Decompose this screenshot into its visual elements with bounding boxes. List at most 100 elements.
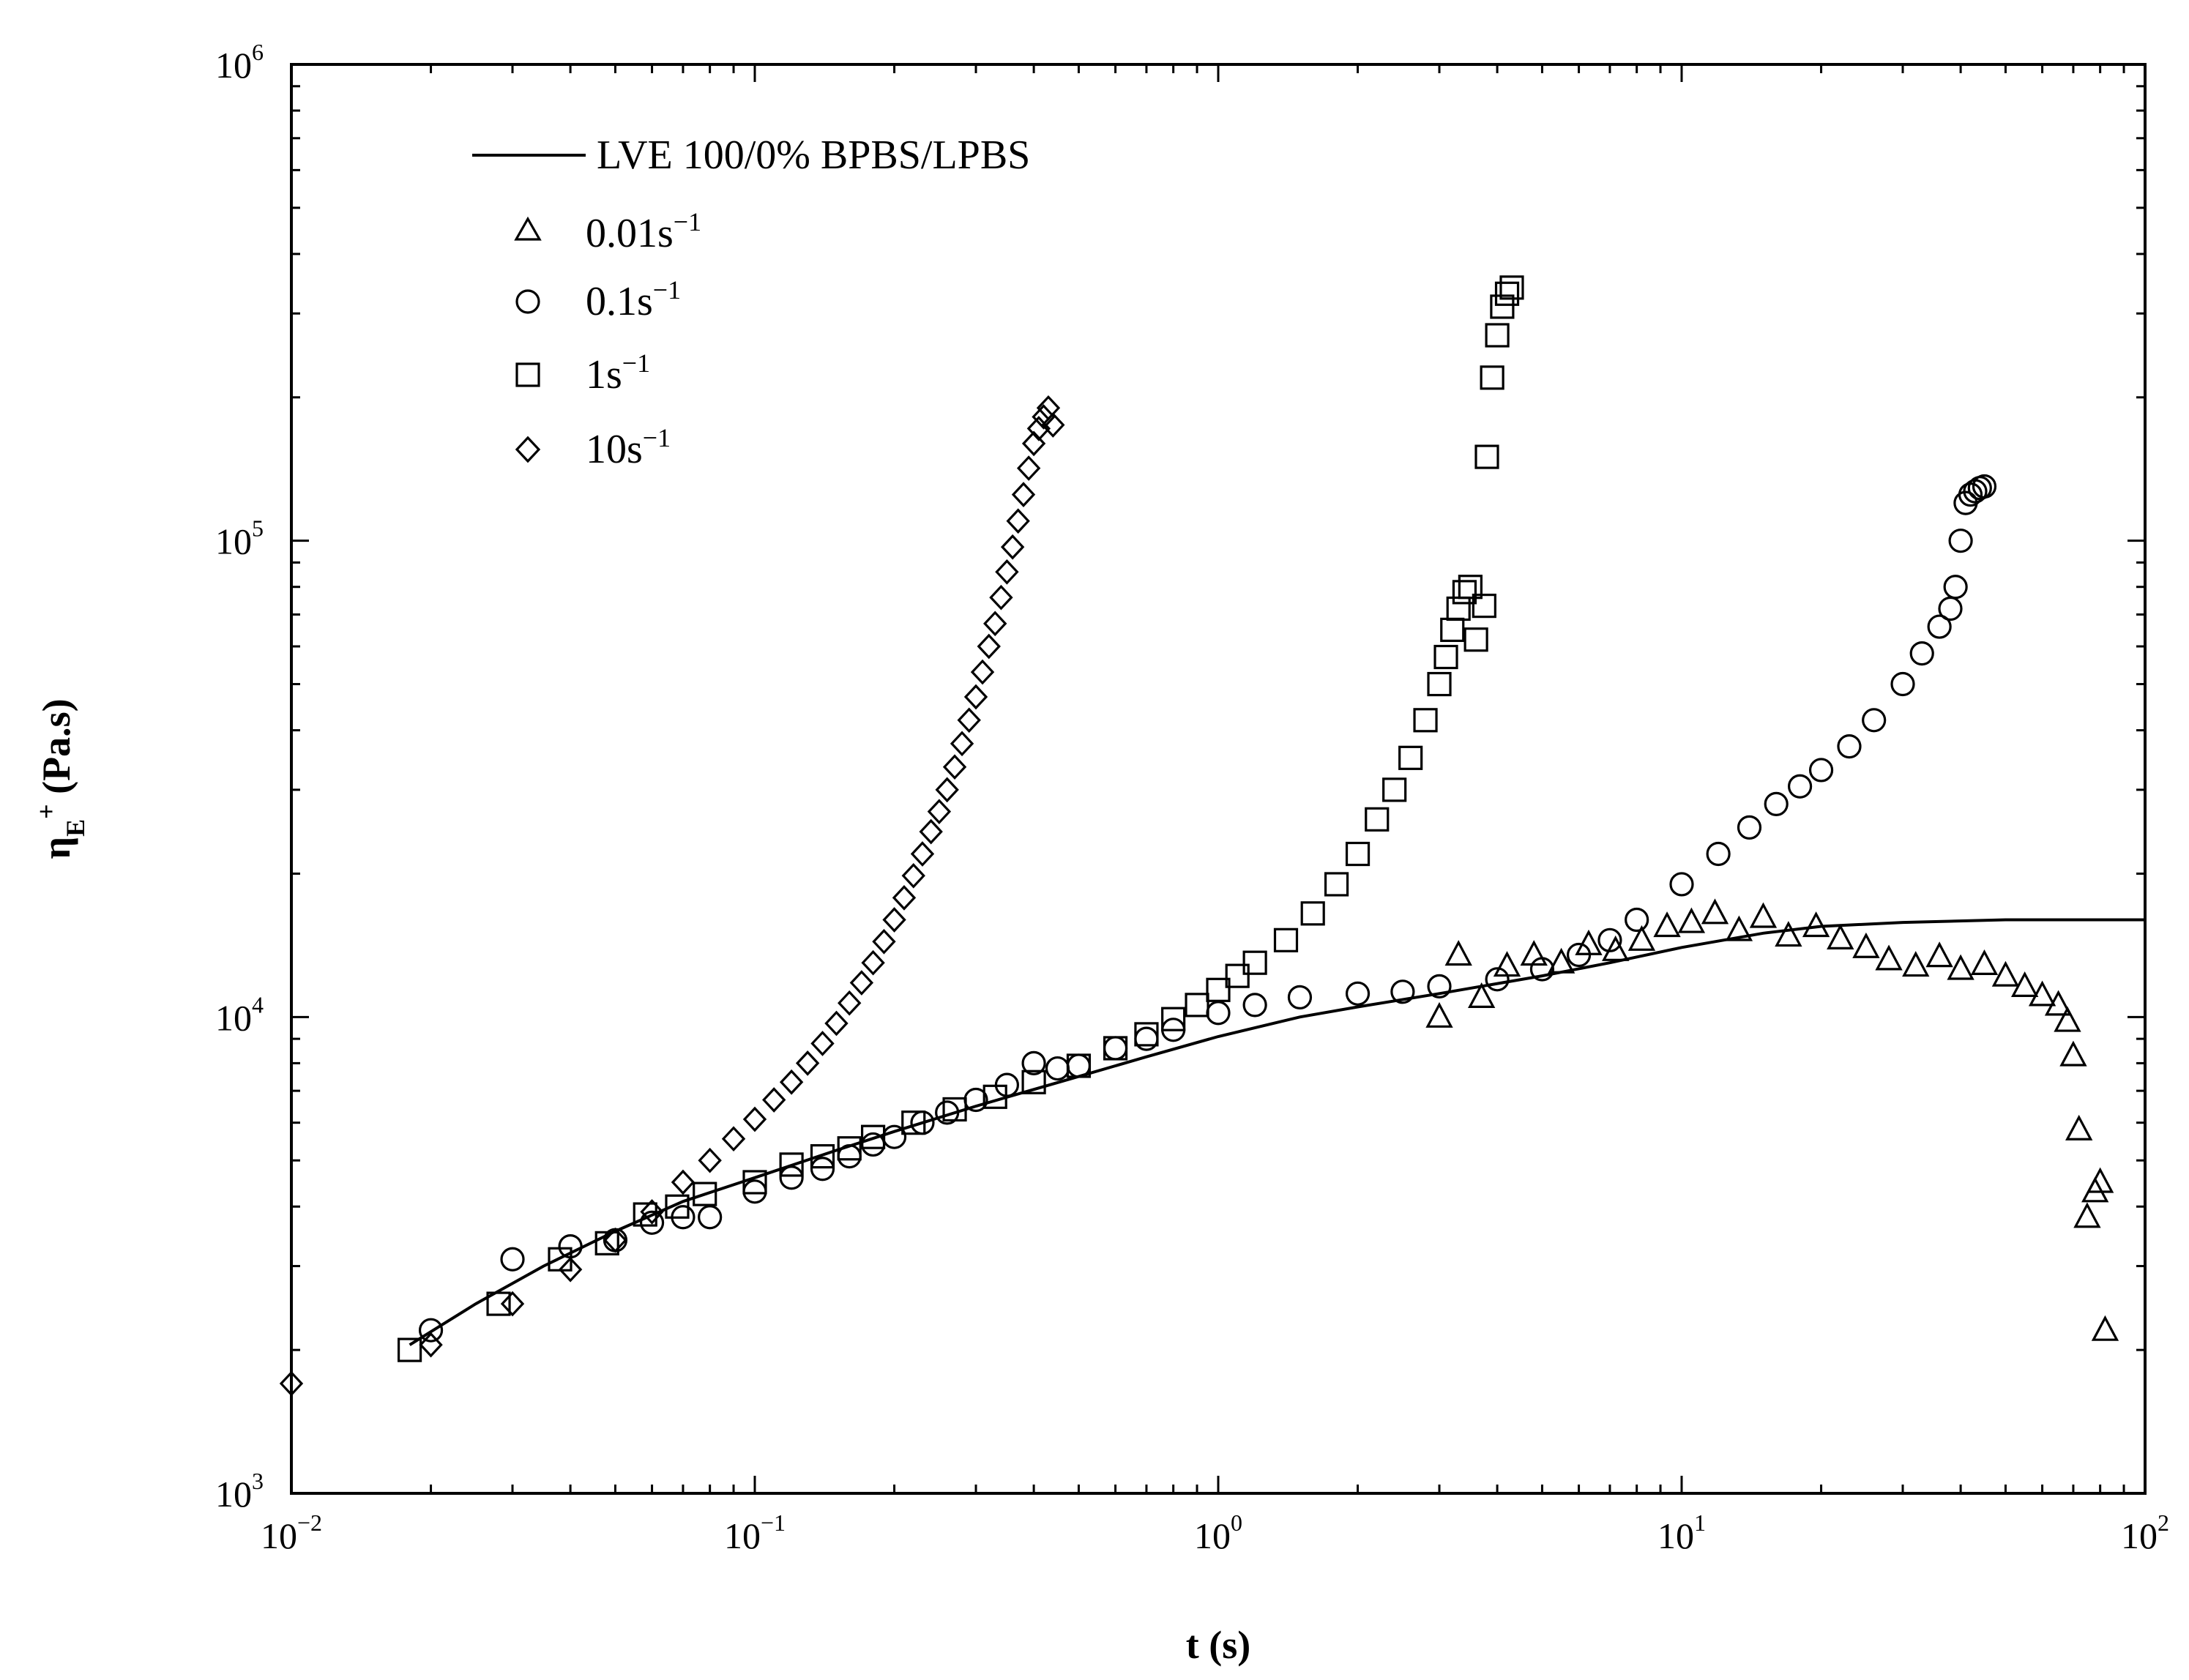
square-marker xyxy=(1463,627,1488,652)
legend-label-0-1: 0.1s−1 xyxy=(586,275,681,324)
diamond-marker xyxy=(762,1087,786,1113)
square-marker xyxy=(1452,580,1477,605)
y-tick-label: 105 xyxy=(215,515,264,562)
diamond-marker xyxy=(927,799,952,825)
diamond-marker xyxy=(919,818,943,845)
triangle-marker xyxy=(2010,971,2039,997)
square-marker xyxy=(810,1144,835,1169)
diamond-marker xyxy=(935,777,959,803)
square-marker xyxy=(693,1181,717,1206)
circle-marker xyxy=(1134,1026,1159,1051)
diamond-marker xyxy=(279,1370,304,1397)
diamond-marker xyxy=(995,559,1019,585)
square-marker xyxy=(1433,644,1458,670)
legend-square-marker xyxy=(515,362,540,387)
square-marker xyxy=(1446,596,1471,621)
x-tick-label: 101 xyxy=(1657,1509,1706,1556)
triangle-marker xyxy=(1875,944,1903,971)
square-marker xyxy=(1206,977,1231,1002)
square-marker xyxy=(1499,275,1524,300)
square-marker xyxy=(1472,593,1496,619)
circle-marker xyxy=(1625,907,1649,933)
square-marker xyxy=(779,1152,804,1177)
x-tick-label: 102 xyxy=(2121,1509,2169,1556)
circle-marker xyxy=(1808,758,1834,783)
square-marker xyxy=(1490,294,1515,319)
square-marker xyxy=(1185,993,1209,1018)
circle-marker xyxy=(837,1144,862,1169)
triangle-marker xyxy=(1547,947,1575,974)
square-marker xyxy=(1324,872,1349,897)
circle-marker xyxy=(1943,575,1968,600)
lve-line xyxy=(409,918,2145,1346)
triangle-marker xyxy=(1925,941,1953,968)
diamond-marker xyxy=(977,633,1001,660)
square-marker xyxy=(1474,444,1499,469)
circle-marker xyxy=(418,1318,444,1343)
square-marker xyxy=(633,1202,657,1227)
diamond-marker xyxy=(957,707,981,733)
circle-marker xyxy=(935,1100,960,1125)
square-marker xyxy=(1225,963,1250,988)
legend-circle-marker xyxy=(515,289,540,314)
diamond-marker xyxy=(970,659,995,685)
circle-marker xyxy=(1890,671,1915,697)
square-marker xyxy=(837,1136,862,1161)
square-marker xyxy=(860,1124,886,1149)
y-tick-label: 103 xyxy=(215,1468,264,1515)
triangle-marker xyxy=(1677,907,1706,933)
circle-marker xyxy=(698,1205,723,1230)
diamond-marker xyxy=(942,754,967,780)
triangle-marker xyxy=(1991,960,2020,987)
circle-marker xyxy=(1927,614,1952,639)
triangle-marker xyxy=(2028,980,2056,1007)
triangle-marker xyxy=(1749,902,1778,928)
diamond-marker xyxy=(983,611,1007,637)
x-tick-label: 10−1 xyxy=(724,1509,786,1556)
y-axis-title: ηE+ (Pa.s) xyxy=(31,698,90,859)
triangle-marker xyxy=(1602,935,1630,961)
circle-marker xyxy=(1764,791,1789,816)
circle-marker xyxy=(1669,872,1694,897)
legend-diamond-marker xyxy=(515,436,541,463)
diamond-marker xyxy=(721,1126,746,1152)
diamond-marker xyxy=(901,862,925,889)
triangle-marker xyxy=(1947,954,1974,980)
triangle-marker xyxy=(1425,1001,1453,1028)
square-marker xyxy=(1494,281,1520,306)
triangle-marker xyxy=(1444,940,1472,966)
circle-marker xyxy=(1948,529,1973,553)
circle-marker xyxy=(1242,993,1267,1018)
square-marker xyxy=(901,1110,926,1135)
square-marker xyxy=(486,1291,511,1316)
square-marker xyxy=(1273,927,1299,952)
legend-label-lve: LVE 100/0% BPBS/LPBS xyxy=(597,132,1030,178)
data-markers xyxy=(279,275,2119,1397)
triangle-marker xyxy=(1725,915,1753,941)
circle-marker xyxy=(639,1210,665,1235)
circle-marker xyxy=(1103,1036,1128,1061)
circle-marker xyxy=(1972,474,1997,499)
diamond-marker xyxy=(882,907,906,933)
circle-marker xyxy=(1737,815,1762,840)
square-marker xyxy=(1458,575,1483,600)
diamond-marker xyxy=(1000,534,1025,560)
diamond-marker xyxy=(892,885,917,911)
triangle-marker xyxy=(1827,923,1854,949)
square-marker xyxy=(1300,901,1325,926)
circle-marker xyxy=(1390,979,1415,1004)
triangle-marker xyxy=(1653,911,1681,938)
square-marker xyxy=(982,1084,1007,1109)
lve-curve-group xyxy=(409,918,2145,1346)
square-marker xyxy=(397,1337,422,1362)
diamond-marker xyxy=(795,1050,820,1076)
circle-marker xyxy=(779,1165,804,1190)
diamond-marker xyxy=(1006,508,1030,534)
x-tick-label: 10−2 xyxy=(261,1509,322,1556)
triangle-marker xyxy=(1627,925,1656,951)
diamond-marker xyxy=(779,1069,804,1095)
legend-label-10: 10s−1 xyxy=(586,423,671,472)
diamond-marker xyxy=(419,1332,443,1358)
diamond-marker xyxy=(671,1169,696,1195)
